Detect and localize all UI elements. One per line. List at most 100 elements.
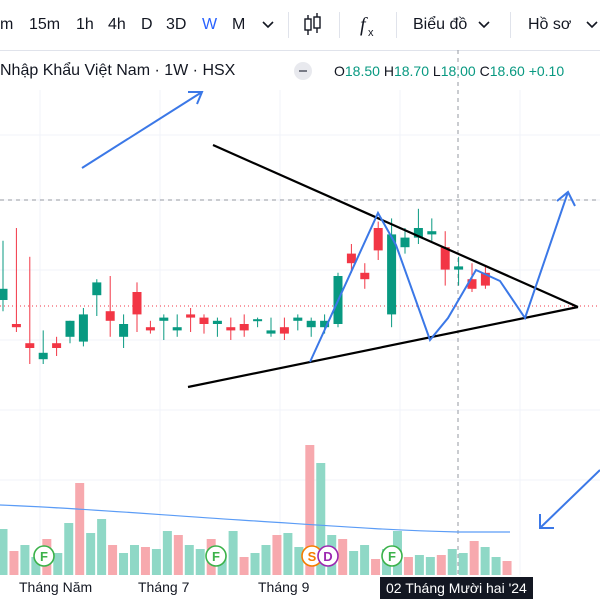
toolbar-divider: [396, 12, 397, 38]
volume-bar: [151, 549, 161, 575]
chart-menu-button[interactable]: Biểu đồ: [413, 0, 467, 50]
candle-body: [0, 288, 8, 300]
volume-bar: [371, 559, 381, 575]
candle-body: [440, 247, 450, 270]
price-path-projection: [309, 191, 569, 363]
candle-body: [172, 327, 182, 331]
volume-average-line: [0, 504, 510, 533]
volume-bar: [31, 557, 41, 575]
timeframe-W[interactable]: W: [202, 16, 218, 33]
volume-bar: [414, 555, 424, 575]
fx-icon[interactable]: f x: [358, 0, 380, 50]
volume-bar: [272, 535, 282, 575]
toolbar-divider: [339, 12, 340, 38]
x-axis-label: Tháng Năm: [19, 579, 93, 595]
volume-bar: [195, 549, 205, 575]
candle-body: [65, 320, 75, 337]
profile-menu-chevron-icon[interactable]: [585, 0, 599, 50]
volume-bar: [97, 519, 107, 575]
candle-body: [454, 266, 464, 270]
toolbar-divider: [288, 12, 289, 38]
high-label: H: [383, 63, 394, 79]
candle-body: [159, 317, 169, 321]
symbol-legend: Nhập Khẩu Việt Nam · 1W · HSX: [0, 52, 600, 90]
trend-arrow-bottomright: [539, 469, 600, 529]
candle-body: [92, 282, 102, 296]
low-value: 18.00: [440, 63, 476, 79]
volume-bar: [53, 553, 63, 575]
candle-body: [119, 324, 129, 337]
event-marker-circle: [317, 545, 339, 567]
candle-body: [78, 314, 88, 342]
volume-bar: [108, 545, 118, 575]
volume-bar: [20, 545, 30, 575]
event-marker-letter: F: [212, 549, 220, 564]
volume-bar: [294, 547, 304, 575]
candle-body: [186, 314, 196, 318]
volume-bar: [86, 533, 96, 575]
svg-text:x: x: [368, 27, 374, 39]
chart-menu-label: Biểu đồ: [413, 16, 468, 33]
candle-body: [253, 319, 263, 322]
volume-bar: [491, 557, 501, 575]
event-marker-F: F: [205, 545, 227, 567]
candle-body: [387, 234, 397, 315]
candle-body: [373, 228, 383, 251]
timeframe-dropdown-chevron-icon[interactable]: [261, 0, 275, 50]
candle-body: [400, 237, 410, 248]
high-value: 18.70: [393, 63, 429, 79]
close-label: C: [479, 63, 490, 79]
candle-body: [199, 317, 209, 324]
volume-bar: [305, 445, 315, 575]
event-marker-circle: [33, 545, 55, 567]
volume-bar: [261, 545, 271, 575]
timeframe-D[interactable]: D: [141, 16, 153, 33]
close-value: 18.60: [489, 63, 525, 79]
svg-text:f: f: [360, 14, 368, 36]
event-marker-letter: F: [40, 549, 48, 564]
candle-body: [145, 327, 155, 331]
chart-menu-chevron-icon[interactable]: [477, 0, 491, 50]
symbol-title[interactable]: Nhập Khẩu Việt Nam · 1W · HSX: [0, 62, 236, 79]
candle-body: [212, 320, 222, 324]
volume-bar: [480, 547, 490, 575]
timeframe-15m[interactable]: 15m: [29, 16, 61, 33]
timeframe-1h[interactable]: 1h: [76, 16, 94, 33]
candle-body: [25, 343, 35, 348]
event-marker-F: F: [33, 545, 55, 567]
timeframe-M[interactable]: M: [232, 16, 246, 33]
volume-bar: [338, 539, 348, 575]
event-marker-F: F: [381, 545, 403, 567]
change-value: +0.10: [528, 63, 565, 79]
collapse-legend-icon[interactable]: [294, 62, 312, 80]
candles-icon[interactable]: [302, 0, 324, 50]
candle-body: [38, 352, 48, 360]
timeframe-1m[interactable]: m: [0, 16, 14, 33]
triangle-lower-trendline: [187, 305, 579, 389]
candle-body: [306, 320, 316, 328]
candle-body: [467, 279, 477, 289]
volume-bar: [436, 555, 446, 575]
volume-bar: [447, 549, 457, 575]
candle-body: [239, 324, 249, 331]
candle-body: [105, 311, 115, 321]
candle-body: [52, 343, 62, 348]
timeframe-3D[interactable]: 3D: [166, 16, 187, 33]
volume-bar: [403, 557, 413, 575]
profile-menu-button[interactable]: Hồ sơ: [528, 0, 571, 50]
event-marker-circle: [205, 545, 227, 567]
profile-menu-label: Hồ sơ: [528, 16, 572, 33]
timeframe-4h[interactable]: 4h: [108, 16, 126, 33]
volume-bar: [349, 551, 359, 575]
candle-body: [360, 272, 370, 280]
low-label: L: [432, 63, 441, 79]
event-marker-circle: [381, 545, 403, 567]
volume-bar: [360, 545, 370, 575]
volume-bar: [250, 553, 260, 575]
volume-bar: [316, 463, 326, 575]
candle-body: [279, 327, 289, 334]
x-axis-label: Tháng 7: [138, 579, 190, 595]
volume-bar: [502, 561, 512, 575]
